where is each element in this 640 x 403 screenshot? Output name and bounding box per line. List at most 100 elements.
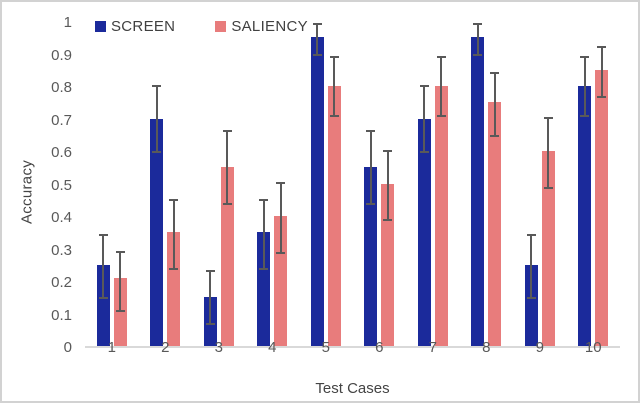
error-bar-cap-bottom xyxy=(436,115,446,118)
error-bar-saliency-3 xyxy=(222,130,232,205)
legend-item-saliency: SALIENCY xyxy=(215,18,308,35)
bar-screen-7 xyxy=(417,118,431,346)
error-bar-cap-bottom xyxy=(597,95,607,98)
bar-saliency-2 xyxy=(167,232,181,346)
error-bar-stem xyxy=(209,270,212,326)
error-bar-stem xyxy=(440,55,443,118)
error-bar-cap-bottom xyxy=(383,219,393,222)
x-tick-label: 2 xyxy=(161,339,170,356)
bar-screen-4 xyxy=(257,232,271,346)
error-bar-cap-bottom xyxy=(580,115,590,118)
legend-swatch-screen-icon xyxy=(95,21,106,32)
error-bar-cap-bottom xyxy=(526,297,536,300)
bar-screen-8 xyxy=(471,37,485,346)
y-tick-label: 0.9 xyxy=(51,46,72,64)
error-bar-stem xyxy=(530,234,533,300)
error-bar-stem xyxy=(279,182,282,254)
error-bar-screen-1 xyxy=(98,234,108,300)
bar-saliency-6 xyxy=(381,183,395,346)
bar-saliency-10 xyxy=(595,69,609,346)
error-bar-cap-bottom xyxy=(473,53,483,56)
bar-screen-9 xyxy=(524,264,538,346)
error-bar-screen-8 xyxy=(473,23,483,56)
error-bar-stem xyxy=(316,23,319,56)
y-tick-label: 0 xyxy=(63,339,72,356)
legend-swatch-saliency-icon xyxy=(215,21,227,32)
error-bar-stem xyxy=(423,84,426,153)
legend-item-screen: SCREEN xyxy=(95,18,175,35)
error-bar-stem xyxy=(155,84,158,153)
x-tick-label: 1 xyxy=(107,339,116,356)
error-bar-saliency-7 xyxy=(436,55,446,118)
error-bar-screen-10 xyxy=(580,55,590,118)
bar-saliency-8 xyxy=(488,102,502,346)
error-bar-cap-bottom xyxy=(169,268,179,270)
error-bar-cap-bottom xyxy=(276,251,286,254)
bar-screen-2 xyxy=(150,118,164,346)
error-bar-saliency-4 xyxy=(276,182,286,254)
error-bar-saliency-9 xyxy=(543,117,553,189)
error-bar-cap-bottom xyxy=(98,297,108,300)
error-bar-cap-bottom xyxy=(205,323,215,326)
error-bar-stem xyxy=(226,130,229,205)
y-tick-label: 0.8 xyxy=(51,79,72,96)
error-bar-saliency-8 xyxy=(490,71,500,137)
error-bar-stem xyxy=(386,149,389,222)
error-bar-screen-2 xyxy=(152,84,162,153)
error-bar-saliency-2 xyxy=(169,198,179,270)
error-bar-stem xyxy=(333,55,336,118)
y-tick-label: 0.3 xyxy=(51,241,72,259)
bar-screen-1 xyxy=(96,264,110,346)
x-tick-label: 8 xyxy=(482,339,491,356)
error-bar-stem xyxy=(119,250,122,313)
x-tick-label: 3 xyxy=(214,339,223,356)
error-bar-stem xyxy=(600,45,603,98)
plot-area xyxy=(85,23,620,348)
chart-legend: SCREEN SALIENCY xyxy=(95,18,308,35)
bar-saliency-7 xyxy=(434,86,448,346)
bar-screen-5 xyxy=(310,37,324,346)
error-bar-cap-bottom xyxy=(490,134,500,137)
y-tick-label: 1 xyxy=(63,14,72,31)
error-bar-stem xyxy=(102,234,105,300)
error-bar-cap-bottom xyxy=(115,310,125,313)
error-bar-cap-bottom xyxy=(329,115,339,118)
x-tick-label: 5 xyxy=(321,339,330,356)
y-tick-label: 0.1 xyxy=(51,306,72,324)
error-bar-screen-6 xyxy=(366,130,376,205)
y-tick-label: 0.5 xyxy=(51,176,72,194)
bar-saliency-5 xyxy=(327,86,341,346)
error-bar-saliency-6 xyxy=(383,149,393,222)
y-tick-label: 0.7 xyxy=(51,111,72,129)
error-bar-stem xyxy=(583,55,586,118)
y-tick-label: 0.4 xyxy=(51,209,72,226)
error-bar-saliency-1 xyxy=(115,250,125,313)
legend-label-saliency: SALIENCY xyxy=(231,18,308,35)
error-bar-stem xyxy=(369,130,372,205)
x-tick-label: 7 xyxy=(428,339,437,356)
error-bar-screen-3 xyxy=(205,270,215,326)
error-bar-cap-bottom xyxy=(312,53,322,56)
error-bar-stem xyxy=(262,198,265,270)
bar-saliency-4 xyxy=(274,216,288,346)
error-bar-screen-7 xyxy=(419,84,429,153)
x-tick-label: 10 xyxy=(584,339,602,356)
error-bar-cap-bottom xyxy=(366,203,376,205)
error-bar-saliency-10 xyxy=(597,45,607,98)
error-bar-stem xyxy=(172,198,175,270)
error-bar-screen-5 xyxy=(312,23,322,56)
legend-label-screen: SCREEN xyxy=(111,18,176,35)
error-bar-cap-bottom xyxy=(259,268,269,270)
bar-screen-10 xyxy=(578,86,592,346)
error-bar-cap-bottom xyxy=(419,151,429,153)
x-axis-title: Test Cases xyxy=(315,380,390,397)
error-bar-cap-bottom xyxy=(543,186,553,189)
x-tick-label: 4 xyxy=(268,339,277,356)
error-bar-stem xyxy=(476,23,479,56)
x-tick-label: 9 xyxy=(535,339,544,356)
x-tick-label: 6 xyxy=(375,339,384,356)
error-bar-stem xyxy=(493,71,496,137)
error-bar-cap-bottom xyxy=(152,151,162,153)
error-bar-cap-bottom xyxy=(222,203,232,205)
